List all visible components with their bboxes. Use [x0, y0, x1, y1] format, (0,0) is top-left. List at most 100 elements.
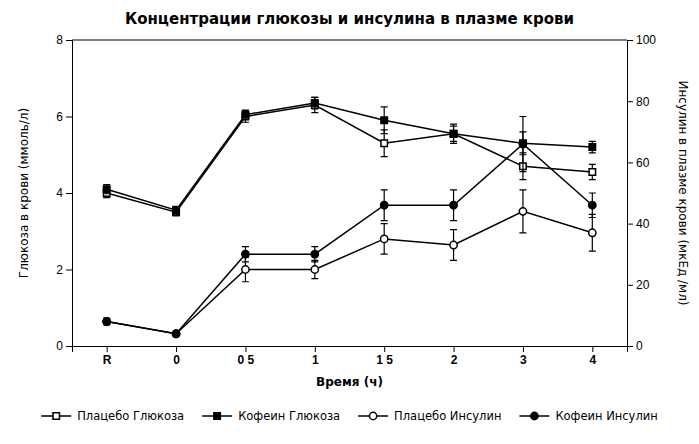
series [103, 97, 596, 214]
legend-label: Плацебо Глюкоза [77, 409, 184, 423]
x-tick-mark [107, 346, 108, 352]
marker [311, 266, 318, 273]
marker [312, 100, 318, 106]
y2-tick-mark [627, 285, 633, 286]
legend-marker [531, 412, 538, 419]
marker [589, 144, 595, 150]
error-bar [589, 193, 596, 217]
marker [103, 318, 110, 325]
y-tick-mark [66, 346, 72, 347]
error-bar [103, 318, 110, 324]
marker [519, 140, 526, 147]
marker [172, 330, 179, 337]
x-tick: 4 [589, 346, 596, 367]
x-tick-label: 3 [520, 353, 527, 367]
title: Концентрации глюкозы и инсулина в плазме… [125, 10, 574, 28]
legend-marker [214, 413, 220, 419]
marker [450, 130, 456, 136]
marker [450, 130, 456, 136]
y-tick-mark [66, 117, 72, 118]
y2-tick-label: 0 [636, 339, 643, 353]
legend-marker [53, 413, 59, 419]
y-tick-label: 0 [56, 339, 63, 353]
error-bar [450, 190, 457, 221]
x-tick-mark [176, 346, 177, 352]
x-tick: R [103, 346, 112, 367]
error-bar [242, 110, 249, 119]
y2-tick-label: 100 [636, 33, 656, 47]
error-bar [311, 97, 318, 108]
line [107, 105, 593, 212]
y2-tick: 0 [627, 339, 643, 353]
legend-marker [369, 412, 376, 419]
legend-label: Кофеин Глюкоза [238, 409, 340, 423]
y-tick-label: 4 [56, 186, 63, 200]
marker [242, 251, 249, 258]
error-bar [589, 141, 596, 152]
x-tick: 2 [451, 346, 458, 367]
y2-axis-title: Инсулин в плазме крови (мкЕд /мл) [676, 80, 690, 305]
axis-line [73, 347, 628, 353]
marker [519, 208, 526, 215]
line [107, 103, 593, 210]
x-tick-mark [523, 346, 524, 352]
error-bar [589, 214, 596, 251]
x-tick-mark [454, 346, 455, 352]
series [103, 190, 596, 337]
y2-tick-mark [627, 40, 633, 41]
error-bar [103, 318, 110, 324]
series [103, 97, 596, 216]
plot: R00 511 523402468020406080100Время (ч)Гл… [17, 33, 690, 389]
error-bar [173, 206, 180, 214]
marks [103, 97, 596, 337]
x-tick-label: 1 [312, 353, 319, 367]
y2-tick: 60 [627, 156, 650, 170]
marker [450, 241, 457, 248]
error-bar [311, 247, 318, 262]
y-tick-mark [66, 40, 72, 41]
y-tick: 8 [56, 33, 72, 47]
x-tick-label: 0 5 [238, 353, 255, 367]
x-tick-label: 0 [173, 353, 180, 367]
marker [242, 266, 249, 273]
error-bar [311, 97, 318, 112]
marker [103, 318, 110, 325]
y2-tick-label: 20 [636, 278, 650, 292]
x-tick-mark [315, 346, 316, 352]
marker [381, 202, 388, 209]
y-tick-label: 8 [56, 33, 63, 47]
series [103, 117, 596, 338]
axis-line [66, 41, 73, 347]
marker [242, 111, 248, 117]
marker [589, 169, 595, 175]
y2-tick-mark [627, 162, 633, 163]
marker [589, 229, 596, 236]
y-tick: 6 [56, 110, 72, 124]
line [107, 144, 593, 334]
y2-tick-label: 80 [636, 95, 650, 109]
x-tick-label: 4 [589, 353, 596, 367]
chart: R00 511 523402468020406080100Время (ч)Гл… [0, 0, 699, 444]
y2-axis: 0 20 40 60 80 100 [627, 33, 656, 353]
y2-tick-mark [627, 224, 633, 225]
x-tick: 1 5 [376, 346, 393, 367]
legend-item: Плацебо Инсулин [358, 409, 501, 423]
x-tick-label: 1 5 [376, 353, 393, 367]
y-tick-mark [66, 193, 72, 194]
marker [103, 186, 109, 192]
error-bar [450, 126, 457, 141]
y2-tick: 40 [627, 217, 650, 231]
error-bar [381, 224, 388, 255]
legend-label: Кофеин Инсулин [555, 409, 657, 423]
x-axis-title: Время (ч) [316, 375, 383, 389]
error-bar [519, 117, 526, 172]
y2-tick: 80 [627, 95, 650, 109]
y2-tick: 100 [627, 33, 656, 47]
x-tick: 1 [312, 346, 319, 367]
y-tick: 2 [56, 263, 72, 277]
x-tick-label: 2 [451, 353, 458, 367]
x-tick: 3 [520, 346, 527, 367]
error-bar [450, 230, 457, 261]
x-tick-mark [245, 346, 246, 352]
y-tick-mark [66, 270, 72, 271]
